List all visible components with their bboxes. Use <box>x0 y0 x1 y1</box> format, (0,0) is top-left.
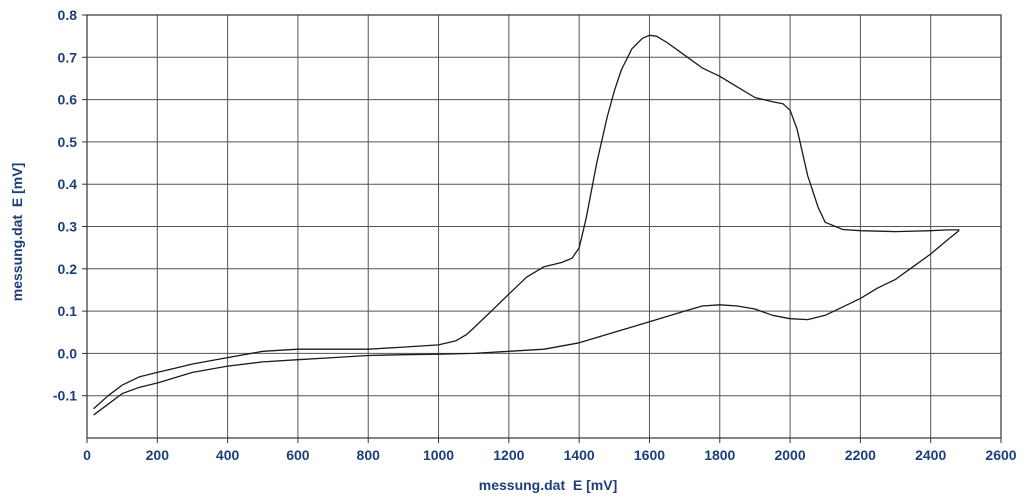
series-layer <box>93 34 960 416</box>
tick-labels: 0 200 400 600 800 1000 1200 1400 1600 1800 2000 220… <box>53 7 1017 463</box>
x-tick-label: 0 <box>83 447 91 463</box>
y-axis-title: messung.dat E [mV] <box>9 163 25 301</box>
y-tick-label: 0.2 <box>58 261 78 277</box>
y-tick-label: 0.5 <box>58 134 78 150</box>
x-axis-title: messung.dat E [mV] <box>479 477 617 493</box>
y-tick-label: 0.1 <box>58 303 78 319</box>
y-tick-label: 0.8 <box>58 7 78 23</box>
x-tick-label: 800 <box>357 447 381 463</box>
x-tick-label: 400 <box>216 447 240 463</box>
x-tick-label: 1600 <box>634 447 665 463</box>
series-line-2 <box>93 230 960 416</box>
y-tick-label: 0.3 <box>58 219 78 235</box>
y-tick-label: 0.7 <box>58 49 78 65</box>
x-tick-label: 2000 <box>774 447 805 463</box>
x-tick-label: 1400 <box>564 447 595 463</box>
x-tick-label: 2200 <box>845 447 876 463</box>
x-tick-label: 1000 <box>423 447 454 463</box>
y-tick-label: 0.0 <box>58 345 78 361</box>
x-tick-label: 600 <box>286 447 310 463</box>
x-tick-label: 2400 <box>915 447 946 463</box>
plot-frame <box>86 14 1002 439</box>
axes <box>82 14 1002 443</box>
x-tick-label: 2600 <box>985 447 1016 463</box>
y-tick-label: 0.6 <box>58 92 78 108</box>
y-tick-label: -0.1 <box>53 388 77 404</box>
x-tick-label: 200 <box>146 447 170 463</box>
y-tick-label: 0.4 <box>58 176 78 192</box>
x-tick-label: 1800 <box>704 447 735 463</box>
x-tick-label: 1200 <box>493 447 524 463</box>
series-line-1 <box>93 34 960 410</box>
